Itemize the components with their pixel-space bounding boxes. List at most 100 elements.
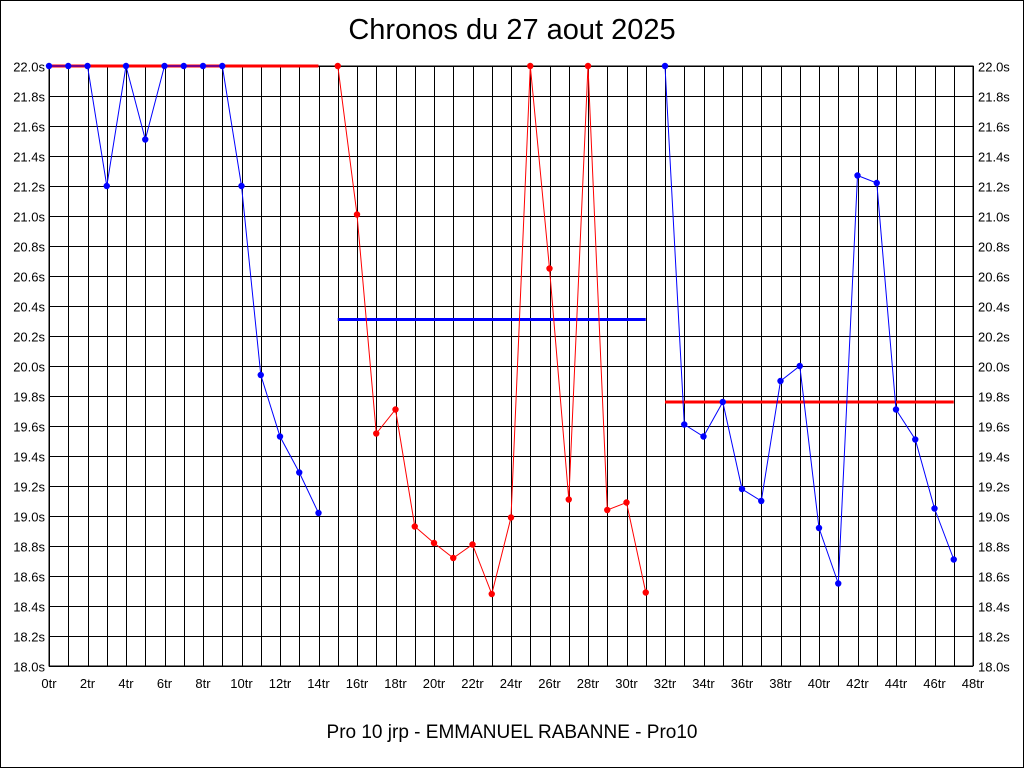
- y-tick-label-right: 21.8s: [978, 90, 1010, 105]
- x-tick-label: 18tr: [384, 676, 407, 691]
- data-point: [122, 62, 130, 70]
- data-point: [315, 509, 322, 517]
- data-point: [411, 523, 418, 530]
- y-tick-label-left: 19.6s: [13, 420, 45, 435]
- data-point: [565, 496, 572, 503]
- y-tick-label-left: 21.8s: [13, 90, 45, 105]
- x-tick-label: 32tr: [654, 676, 677, 691]
- data-point: [180, 62, 187, 70]
- x-tick-label: 4tr: [118, 676, 134, 691]
- x-tick-label: 34tr: [692, 676, 715, 691]
- chart-caption: Pro 10 jrp - EMMANUEL RABANNE - Pro10: [326, 722, 698, 743]
- y-tick-label-right: 20.6s: [978, 270, 1010, 285]
- y-tick-label-left: 18.8s: [13, 540, 45, 555]
- data-point: [873, 179, 880, 187]
- data-point: [45, 62, 53, 70]
- x-tick-label: 0tr: [41, 676, 57, 691]
- y-tick-label-right: 20.2s: [978, 330, 1010, 345]
- x-tick-label: 12tr: [269, 676, 292, 691]
- y-tick-label-left: 19.4s: [13, 450, 45, 465]
- y-tick-label-left: 19.2s: [13, 480, 45, 495]
- y-tick-label-right: 18.8s: [978, 540, 1010, 555]
- y-tick-label-left: 18.4s: [13, 600, 45, 615]
- data-point: [527, 62, 534, 70]
- data-point: [758, 497, 765, 505]
- data-point: [854, 172, 861, 179]
- y-tick-label-right: 21.6s: [978, 120, 1010, 135]
- x-tick-label: 22tr: [461, 676, 484, 691]
- y-tick-label-left: 18.2s: [13, 630, 45, 645]
- data-point: [219, 62, 226, 70]
- y-tick-label-right: 18.0s: [978, 660, 1010, 675]
- y-tick-label-right: 19.8s: [978, 390, 1010, 405]
- data-point: [450, 554, 457, 562]
- x-tick-label: 14tr: [307, 676, 330, 691]
- x-tick-label: 30tr: [615, 676, 638, 691]
- data-point: [700, 433, 707, 440]
- data-point: [623, 499, 630, 506]
- y-tick-label-left: 20.0s: [13, 360, 45, 375]
- y-tick-label-left: 21.2s: [13, 180, 45, 195]
- y-tick-label-left: 20.4s: [13, 300, 45, 315]
- data-point: [103, 182, 110, 190]
- x-tick-label: 26tr: [538, 676, 561, 691]
- y-tick-label-right: 18.6s: [978, 570, 1010, 585]
- data-point: [430, 539, 438, 547]
- y-tick-label-right: 19.2s: [978, 480, 1010, 495]
- x-tick-label: 20tr: [423, 676, 446, 691]
- data-point: [892, 406, 900, 413]
- series-line: [664, 65, 955, 584]
- x-tick-label: 6tr: [157, 676, 173, 691]
- y-tick-label-left: 18.0s: [13, 660, 45, 675]
- data-point: [950, 556, 957, 563]
- y-tick-label-right: 21.4s: [978, 150, 1010, 165]
- data-point: [546, 265, 553, 272]
- y-tick-label-left: 20.6s: [13, 270, 45, 285]
- data-point: [84, 62, 91, 70]
- x-tick-label: 40tr: [808, 676, 831, 691]
- data-point: [257, 371, 264, 379]
- data-point: [931, 505, 938, 512]
- y-tick-label-left: 21.0s: [13, 210, 45, 225]
- data-point: [276, 433, 284, 440]
- y-tick-label-right: 18.4s: [978, 600, 1010, 615]
- data-point: [835, 580, 842, 587]
- x-tick-label: 16tr: [346, 676, 369, 691]
- data-point: [681, 421, 688, 428]
- data-point: [142, 136, 149, 143]
- data-point: [161, 62, 168, 70]
- data-point: [642, 589, 649, 596]
- y-tick-label-right: 21.0s: [978, 210, 1010, 225]
- x-tick-label: 44tr: [885, 676, 908, 691]
- data-point: [912, 436, 919, 443]
- y-tick-label-right: 18.2s: [978, 630, 1010, 645]
- data-point: [738, 485, 746, 493]
- y-tick-label-left: 21.4s: [13, 150, 45, 165]
- y-tick-label-left: 18.6s: [13, 570, 45, 585]
- x-tick-label: 24tr: [500, 676, 523, 691]
- data-point: [777, 377, 784, 385]
- y-tick-label-right: 22.0s: [978, 60, 1010, 75]
- data-point: [661, 62, 669, 70]
- data-point: [815, 524, 823, 532]
- data-point: [584, 62, 592, 70]
- data-point: [604, 506, 611, 514]
- data-point: [199, 62, 207, 70]
- data-point: [392, 406, 399, 413]
- x-tick-label: 36tr: [731, 676, 754, 691]
- y-tick-label-left: 22.0s: [13, 60, 45, 75]
- y-tick-label-right: 21.2s: [978, 180, 1010, 195]
- x-tick-label: 28tr: [577, 676, 600, 691]
- data-point: [507, 514, 515, 521]
- y-tick-label-right: 19.4s: [978, 450, 1010, 465]
- x-tick-label: 46tr: [923, 676, 946, 691]
- x-tick-label: 42tr: [846, 676, 869, 691]
- y-tick-label-right: 20.4s: [978, 300, 1010, 315]
- data-point: [334, 62, 341, 70]
- data-point: [488, 590, 495, 598]
- x-tick-label: 10tr: [230, 676, 253, 691]
- x-tick-label: 48tr: [962, 676, 985, 691]
- data-point: [796, 362, 803, 370]
- y-tick-label-left: 20.8s: [13, 240, 45, 255]
